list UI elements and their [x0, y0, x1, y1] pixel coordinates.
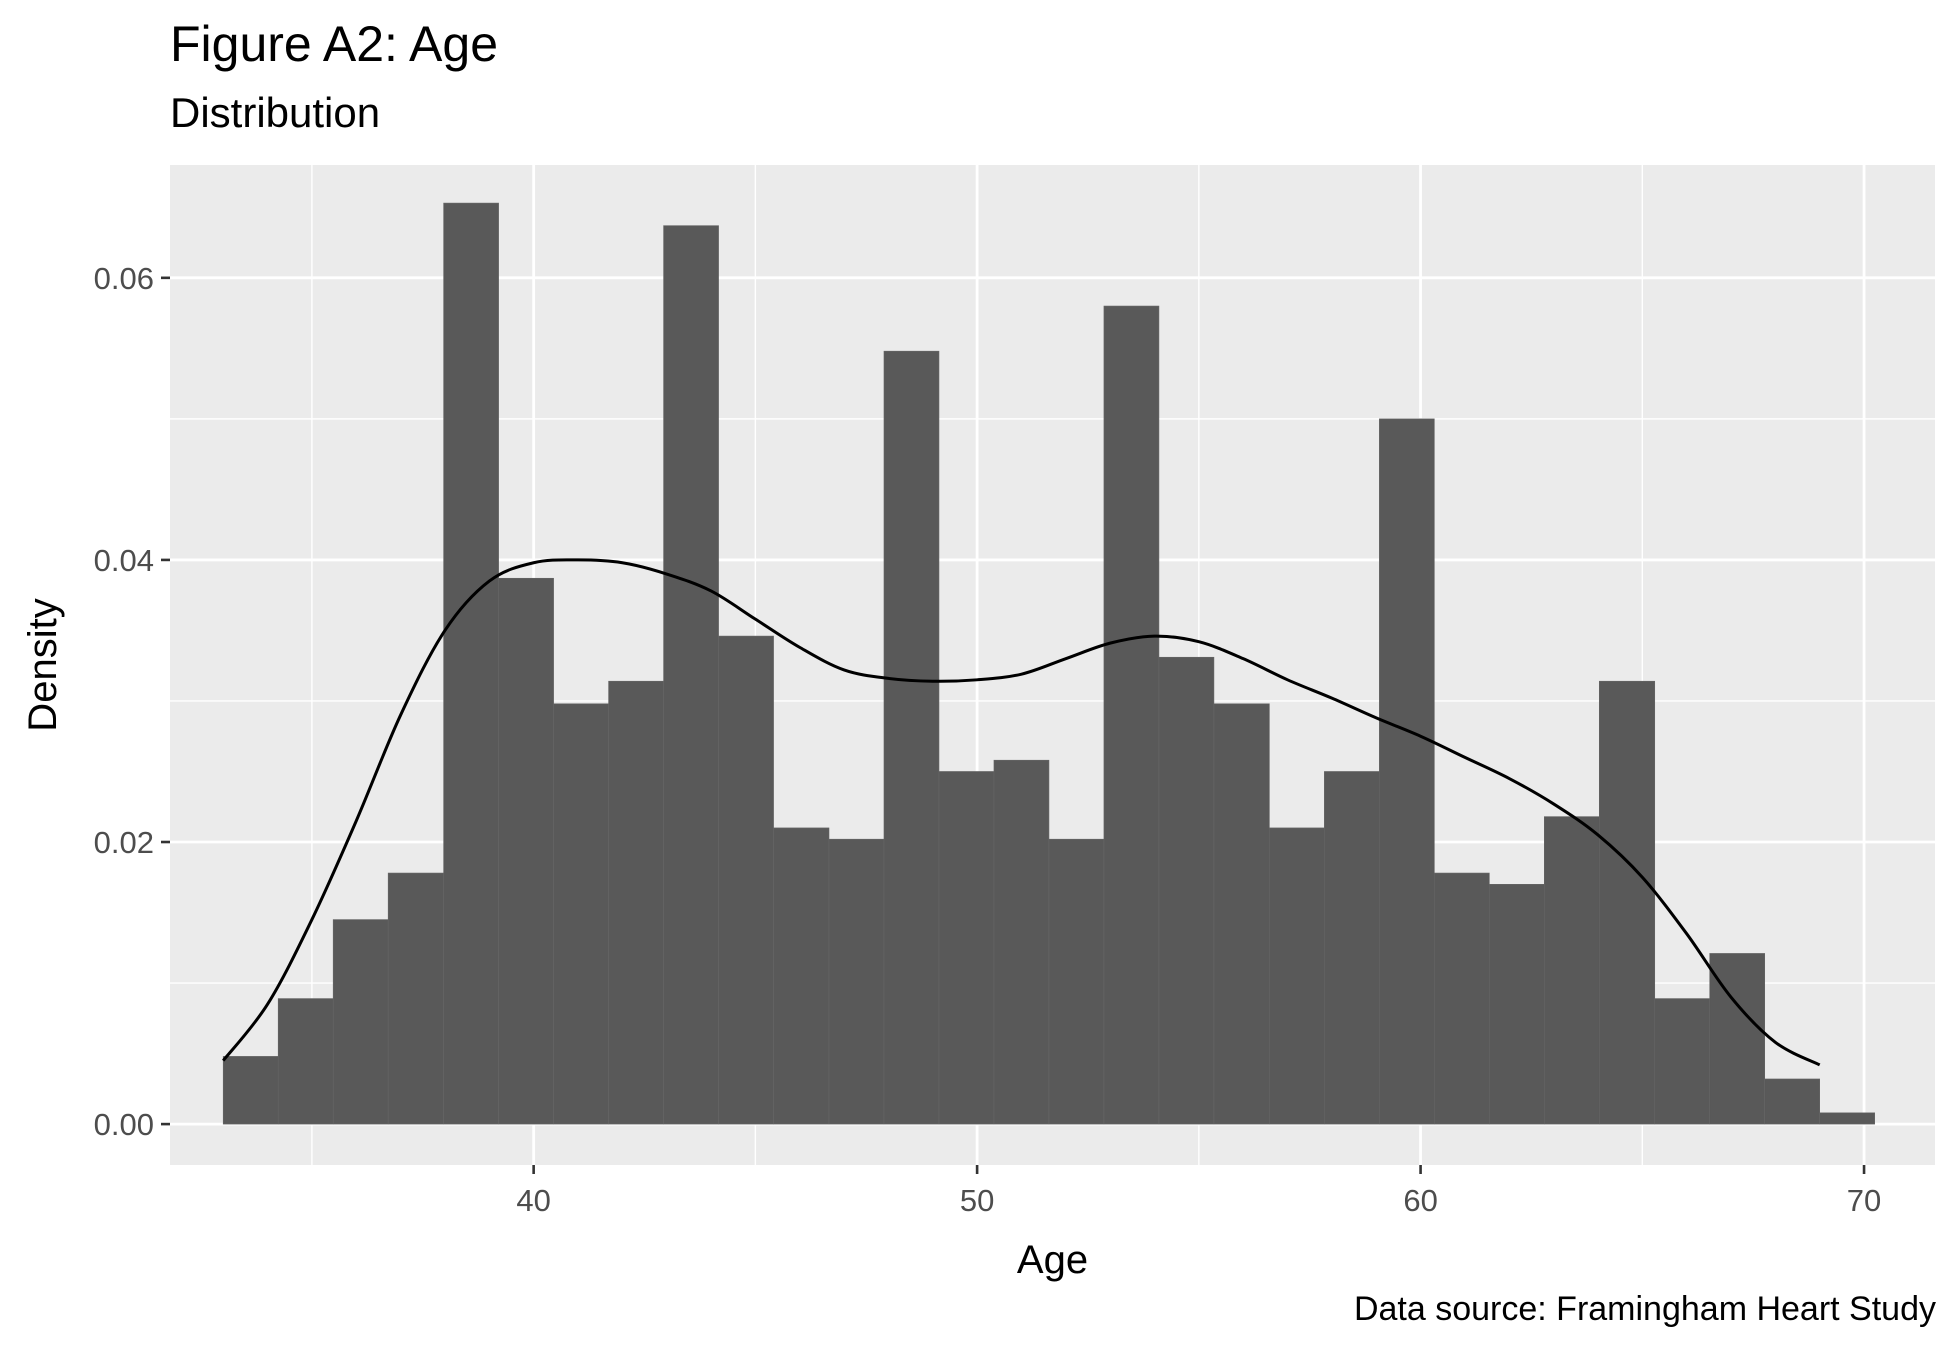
- y-tick-label: 0.04: [94, 543, 154, 578]
- y-axis-title: Density: [21, 598, 65, 731]
- histogram-bar: [608, 680, 664, 1125]
- histogram-bar: [663, 225, 719, 1125]
- histogram-bar: [993, 759, 1050, 1125]
- histogram-bar: [1598, 680, 1656, 1125]
- histogram-bar: [1158, 656, 1215, 1125]
- histogram-bar: [443, 202, 499, 1125]
- chart-title: Figure A2: Age: [170, 16, 499, 72]
- histogram-bar: [1103, 305, 1160, 1125]
- histogram-bar: [1654, 998, 1711, 1125]
- histogram-bar: [222, 1056, 279, 1125]
- histogram-bar: [1048, 838, 1105, 1125]
- histogram-bar: [387, 872, 444, 1125]
- histogram-bar: [1764, 1078, 1820, 1125]
- histogram-bar: [1819, 1112, 1875, 1125]
- density-curve: [222, 558, 1821, 1067]
- y-tick-label: 0.00: [94, 1107, 154, 1142]
- x-axis-title: Age: [1017, 1238, 1088, 1282]
- x-tick-label: 40: [516, 1183, 550, 1218]
- histogram-bar: [1434, 872, 1490, 1125]
- y-tick-label: 0.06: [94, 261, 154, 296]
- y-axis: 0.00 0.02 0.04 0.06: [94, 261, 170, 1142]
- histogram-bars: [222, 202, 1875, 1125]
- histogram-bar: [1489, 884, 1545, 1125]
- data-source-caption: Data source: Framingham Heart Study: [1353, 1290, 1936, 1328]
- histogram-bar: [828, 838, 885, 1125]
- histogram-bar: [773, 827, 830, 1125]
- histogram-bar: [938, 771, 995, 1125]
- histogram-bar: [1213, 703, 1270, 1125]
- histogram-bar: [1379, 418, 1435, 1125]
- x-tick-label: 50: [960, 1183, 994, 1218]
- histogram-bar: [718, 635, 774, 1125]
- histogram-bar: [553, 703, 609, 1125]
- histogram-bar: [1544, 816, 1600, 1125]
- x-tick-label: 60: [1403, 1183, 1437, 1218]
- histogram-bar: [498, 577, 554, 1125]
- histogram-bar: [1324, 771, 1380, 1125]
- histogram-bar: [1269, 827, 1325, 1125]
- histogram-bar: [332, 919, 389, 1125]
- chart-subtitle: Distribution: [170, 89, 381, 136]
- x-axis: 40 50 60 70: [516, 1165, 1881, 1218]
- histogram-bar: [277, 998, 334, 1125]
- x-tick-label: 70: [1847, 1183, 1881, 1218]
- y-tick-label: 0.02: [94, 825, 154, 860]
- histogram-bar: [883, 350, 940, 1125]
